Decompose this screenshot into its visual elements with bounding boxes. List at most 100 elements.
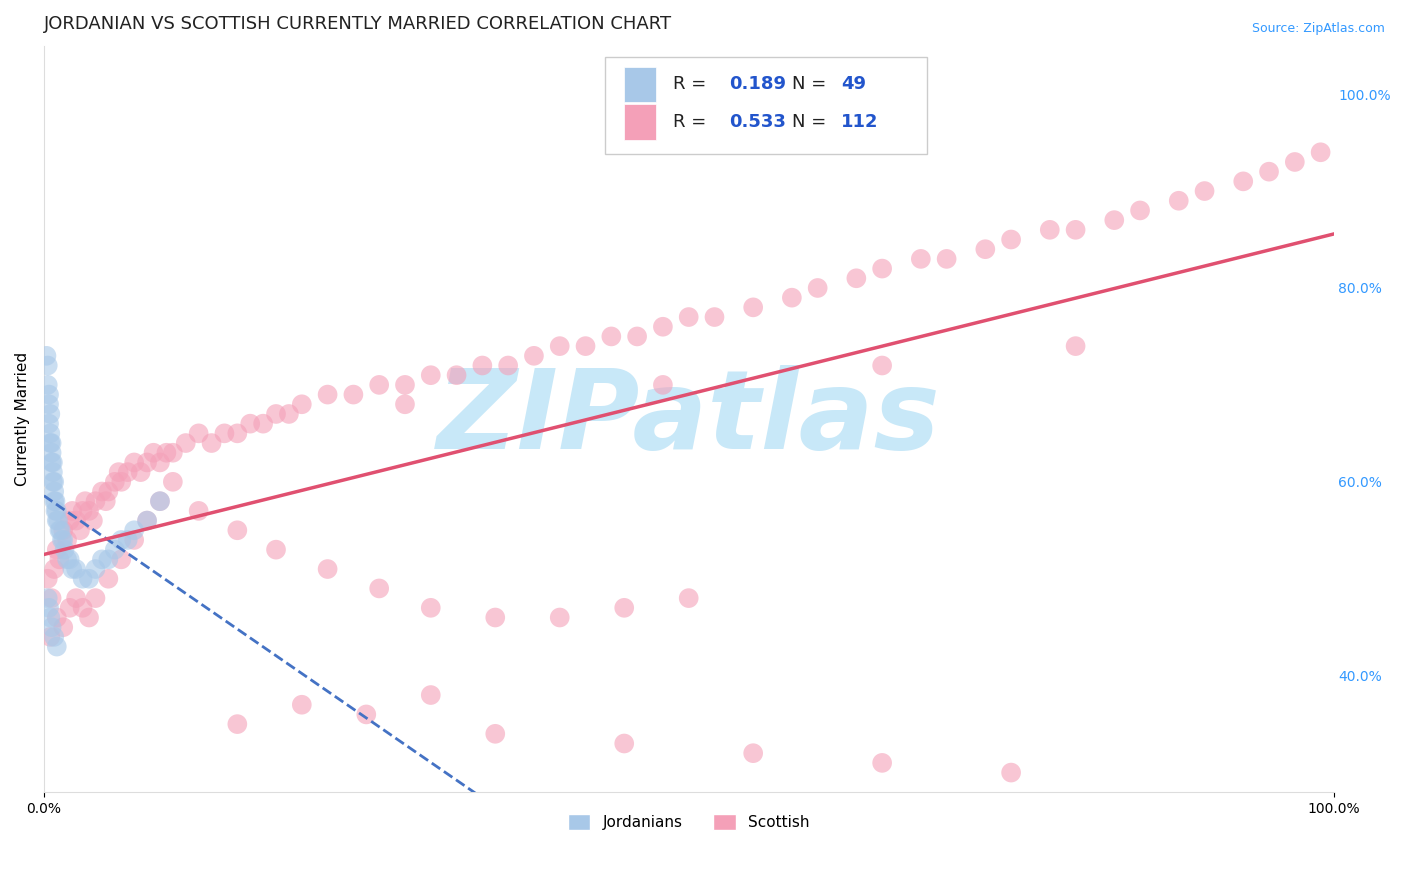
Point	[1284, 155, 1306, 169]
Point	[1104, 213, 1126, 227]
Point	[39, 630, 62, 644]
Point	[780, 291, 803, 305]
Point	[149, 494, 172, 508]
Text: Source: ZipAtlas.com: Source: ZipAtlas.com	[1251, 22, 1385, 36]
Point	[742, 301, 765, 315]
Point	[496, 359, 519, 373]
Point	[1064, 339, 1087, 353]
Point	[90, 552, 112, 566]
Point	[291, 698, 314, 712]
Point	[122, 523, 145, 537]
Point	[41, 620, 63, 634]
Point	[41, 455, 63, 469]
Point	[65, 591, 87, 606]
Point	[142, 446, 165, 460]
Point	[368, 582, 391, 596]
Point	[37, 572, 59, 586]
Point	[935, 252, 957, 266]
Point	[97, 552, 120, 566]
Text: 49: 49	[841, 76, 866, 94]
Point	[38, 397, 60, 411]
Point	[214, 426, 236, 441]
FancyBboxPatch shape	[624, 103, 657, 140]
Point	[174, 436, 197, 450]
Point	[90, 484, 112, 499]
Point	[1232, 174, 1254, 188]
Point	[1194, 184, 1216, 198]
Point	[974, 242, 997, 256]
Point	[44, 475, 66, 489]
Point	[870, 261, 893, 276]
Point	[45, 504, 67, 518]
Point	[419, 600, 441, 615]
Point	[52, 533, 75, 547]
Point	[651, 377, 673, 392]
Point	[523, 349, 546, 363]
Point	[394, 397, 416, 411]
Point	[226, 523, 249, 537]
Point	[807, 281, 830, 295]
Point	[484, 727, 506, 741]
Point	[129, 465, 152, 479]
Point	[548, 339, 571, 353]
Point	[136, 514, 159, 528]
Point	[37, 591, 59, 606]
Point	[97, 484, 120, 499]
Text: 0.189: 0.189	[728, 76, 786, 94]
Point	[84, 494, 107, 508]
Point	[77, 504, 100, 518]
Point	[59, 552, 82, 566]
Point	[60, 562, 83, 576]
Point	[678, 591, 700, 606]
Point	[72, 572, 94, 586]
Point	[37, 359, 59, 373]
Point	[226, 426, 249, 441]
Point	[84, 562, 107, 576]
Point	[155, 446, 177, 460]
Point	[107, 465, 129, 479]
Text: N =: N =	[792, 112, 832, 131]
Point	[39, 610, 62, 624]
Point	[72, 504, 94, 518]
Point	[42, 475, 65, 489]
Point	[41, 591, 63, 606]
Point	[316, 562, 339, 576]
Point	[44, 494, 66, 508]
Point	[613, 600, 636, 615]
Point	[870, 756, 893, 770]
Point	[394, 377, 416, 392]
Point	[65, 562, 87, 576]
Point	[264, 542, 287, 557]
Y-axis label: Currently Married: Currently Married	[15, 351, 30, 486]
Point	[1258, 164, 1281, 178]
Point	[678, 310, 700, 324]
Point	[356, 707, 378, 722]
Point	[37, 377, 59, 392]
Point	[626, 329, 648, 343]
Text: 112: 112	[841, 112, 879, 131]
Point	[45, 610, 67, 624]
Point	[368, 377, 391, 392]
Point	[77, 572, 100, 586]
Point	[44, 562, 66, 576]
Point	[77, 610, 100, 624]
Point	[742, 746, 765, 760]
Point	[110, 552, 132, 566]
Point	[41, 446, 63, 460]
Point	[613, 737, 636, 751]
Point	[870, 359, 893, 373]
Point	[910, 252, 932, 266]
Point	[59, 600, 82, 615]
Point	[1039, 223, 1062, 237]
Text: R =: R =	[673, 112, 713, 131]
Point	[69, 523, 91, 537]
Point	[38, 417, 60, 431]
Point	[264, 407, 287, 421]
Point	[600, 329, 623, 343]
Point	[45, 542, 67, 557]
Point	[110, 533, 132, 547]
Point	[104, 475, 127, 489]
Point	[42, 455, 65, 469]
Point	[38, 387, 60, 401]
Point	[117, 533, 139, 547]
